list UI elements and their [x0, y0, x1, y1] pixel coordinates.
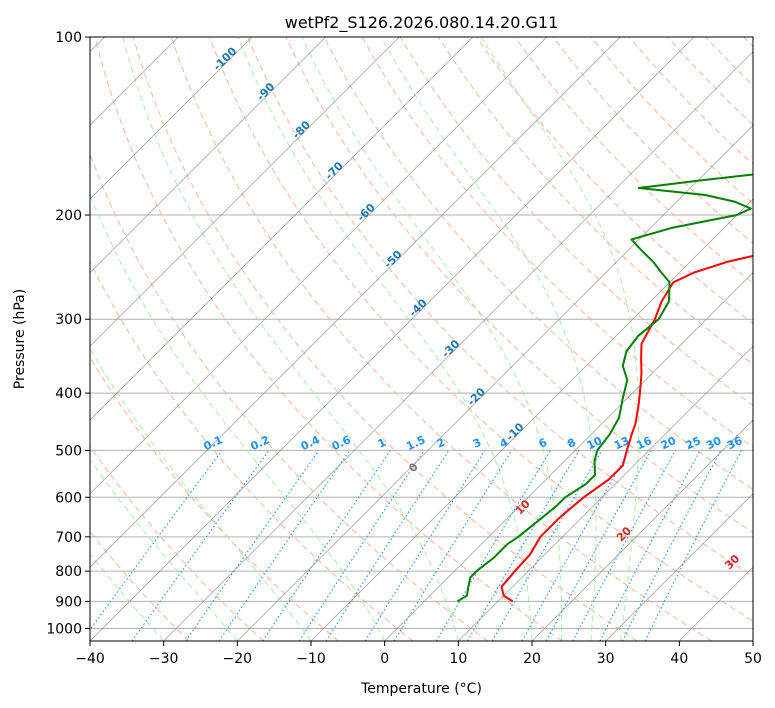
dry-adiabat-line [132, 37, 638, 641]
mixing-ratio-line [262, 450, 391, 641]
moist-adiabat-line [301, 37, 563, 641]
mixing-ratio-line [218, 450, 351, 641]
dry-adiabat-line [247, 37, 753, 577]
profile-series [456, 173, 753, 603]
dry-adiabat-line [94, 37, 563, 641]
mixing-ratio-line [393, 450, 513, 641]
y-axis-label: Pressure (hPa) [12, 289, 28, 389]
mixing-ratio-line [621, 450, 722, 641]
dry-adiabat-line [476, 37, 753, 325]
y-tick-label: 900 [55, 594, 82, 610]
moist-adiabat-line [122, 37, 459, 641]
isotherm-line [384, 272, 753, 641]
isotherm-line [163, 51, 753, 641]
moist-adiabat-line [90, 458, 238, 641]
mixing-ratio-line [325, 450, 450, 641]
mixing-ratio-line [545, 450, 652, 641]
moist-adiabat-line [90, 553, 165, 641]
isotherm-line [90, 37, 326, 274]
dry-adiabat-line [90, 260, 414, 641]
moist-adiabat-line [480, 37, 640, 641]
y-tick-label: 500 [55, 443, 82, 459]
mixing-ratio-line [90, 450, 223, 631]
y-tick-label: 100 [55, 30, 82, 46]
plot-background [90, 37, 753, 641]
isotherm-line [90, 37, 474, 421]
mixing-ratio-line [185, 450, 320, 641]
isotherm-line [90, 37, 253, 200]
plot-frame [89, 36, 754, 642]
dry-adiabat-line [285, 37, 753, 534]
x-tick-label: 50 [744, 651, 762, 667]
mixing-ratio-label: 30 [704, 434, 724, 452]
x-tick-label: −40 [75, 651, 105, 667]
isotherm-line [90, 37, 621, 568]
dry-adiabat-line [209, 37, 753, 622]
x-tick-label: 30 [597, 651, 615, 667]
x-tick-label: −20 [223, 651, 253, 667]
x-tick-label: 20 [523, 651, 541, 667]
dewpoint-profile-line [456, 173, 753, 603]
mixing-ratio-label: 16 [634, 434, 654, 452]
mixing-ratio-line [644, 450, 742, 641]
y-tick-label: 200 [55, 208, 82, 224]
y-tick-label: 300 [55, 312, 82, 328]
mixing-ratio-line [298, 450, 425, 641]
mixing-ratio-line [521, 450, 630, 641]
horizontal-gridlines [90, 36, 753, 629]
isotherm-line [605, 493, 753, 641]
moist-adiabat-line [90, 193, 386, 641]
x-tick-label: 0 [380, 651, 389, 667]
moist-adiabats [90, 37, 640, 641]
dry-adiabat-line [170, 37, 712, 641]
x-axis-label: Temperature (°C) [360, 681, 482, 697]
mixing-ratio-label: 36 [725, 434, 745, 452]
chart-title: wetPf2_S126.2026.080.14.20.G11 [285, 13, 559, 33]
mixing-ratio-label: 20 [659, 434, 679, 452]
moist-adiabat-line [237, 37, 533, 641]
dry-adiabat-line [323, 37, 753, 491]
dry-adiabat-line [90, 445, 264, 641]
moist-adiabat-line [380, 37, 597, 641]
x-tick-label: −10 [296, 651, 326, 667]
temperature-profile-line [500, 254, 753, 603]
dry-adiabats [90, 37, 753, 641]
mixing-ratio-label: 13 [612, 434, 631, 452]
x-tick-label: 10 [449, 651, 467, 667]
mixing-ratio-label: 25 [684, 434, 703, 452]
mixing-ratio-line [572, 450, 676, 641]
isotherm-line [458, 345, 753, 641]
x-tick-label: −30 [149, 651, 179, 667]
isotherm-line [310, 198, 753, 641]
y-tick-label: 600 [55, 490, 82, 506]
isotherm-line [90, 37, 400, 347]
y-tick-label: 700 [55, 530, 82, 546]
x-axis-ticks: −40 −30 −20 −10 0 10 20 30 40 50 [75, 641, 762, 667]
x-tick-label: 40 [670, 651, 688, 667]
dry-adiabat-line [514, 37, 753, 284]
y-tick-label: 1000 [46, 621, 82, 637]
y-tick-label: 800 [55, 564, 82, 580]
y-tick-label: 400 [55, 386, 82, 402]
isotherm-line [90, 37, 547, 495]
mixing-ratio-label: 10 [585, 434, 605, 452]
y-axis-ticks: 100 200 300 400 500 600 700 800 900 1000 [46, 30, 90, 637]
isotherm-line [237, 124, 753, 641]
isotherm-line [752, 640, 753, 641]
isotherm-line [531, 419, 753, 641]
dry-adiabat-line [90, 356, 339, 641]
isotherm-line [90, 37, 695, 641]
isotherms [90, 37, 753, 641]
mixing-ratio-lines [90, 450, 742, 641]
